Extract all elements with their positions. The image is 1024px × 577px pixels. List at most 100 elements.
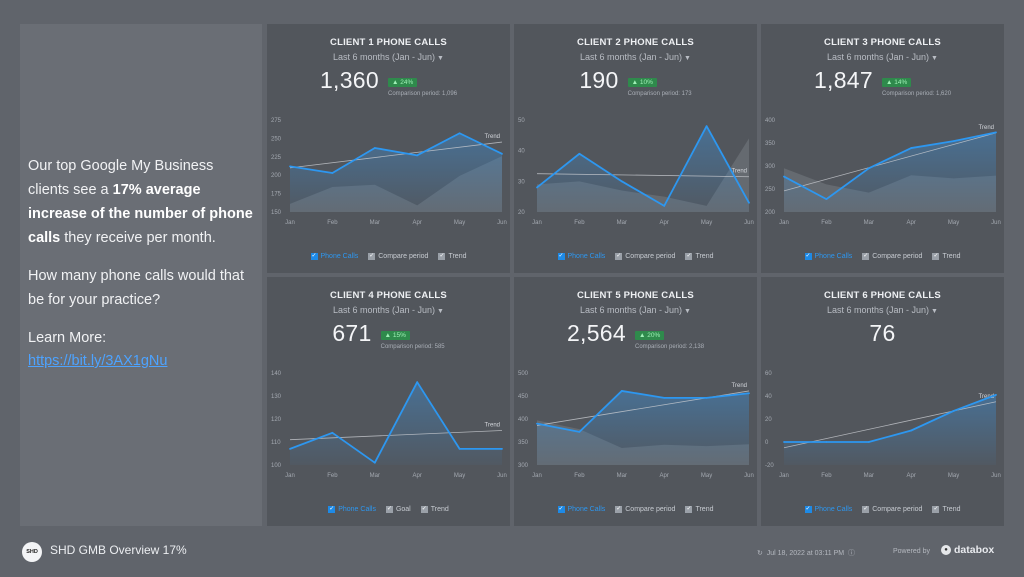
legend-item[interactable]: ✓ Trend <box>420 506 449 513</box>
learn-more-link[interactable]: https://bit.ly/3AX1gNu <box>28 353 168 369</box>
data-point[interactable] <box>501 152 503 155</box>
data-point[interactable] <box>995 393 997 396</box>
dashboard-title[interactable]: SHD GMB Overview 17% <box>50 543 187 557</box>
data-point[interactable] <box>952 140 955 143</box>
period-selector[interactable]: Last 6 months (Jan - Jun) ▼ <box>761 52 1004 62</box>
checkbox-icon[interactable]: ✓ <box>385 506 393 513</box>
data-point[interactable] <box>331 172 334 174</box>
checkbox-icon[interactable]: ✓ <box>932 506 940 513</box>
data-point[interactable] <box>995 131 997 134</box>
period-label: Last 6 months (Jan - Jun) <box>827 52 930 62</box>
legend-item[interactable]: ✓ Phone Calls <box>328 506 376 513</box>
period-selector[interactable]: Last 6 months (Jan - Jun) ▼ <box>514 305 757 315</box>
data-point[interactable] <box>825 198 828 201</box>
period-selector[interactable]: Last 6 months (Jan - Jun) ▼ <box>514 52 757 62</box>
refresh-icon[interactable]: ↻ <box>757 550 763 557</box>
data-point[interactable] <box>416 381 419 384</box>
y-tick-label: 500 <box>518 371 529 377</box>
data-point[interactable] <box>867 167 870 170</box>
data-point[interactable] <box>373 461 376 464</box>
legend-item[interactable]: ✓ Phone Calls <box>557 253 605 260</box>
data-point[interactable] <box>783 175 785 178</box>
checkbox-icon[interactable]: ✓ <box>804 506 812 513</box>
data-point[interactable] <box>867 441 870 443</box>
checkbox-icon[interactable]: ✓ <box>557 506 565 513</box>
databox-brand[interactable]: databox <box>954 544 995 556</box>
legend-item[interactable]: ✓ Compare period <box>862 506 922 513</box>
data-point[interactable] <box>952 410 955 412</box>
legend-item[interactable]: ✓ Trend <box>438 253 466 260</box>
legend-item[interactable]: ✓ Phone Calls <box>557 506 605 513</box>
legend-item[interactable]: ✓ Compare period <box>368 253 428 260</box>
data-point[interactable] <box>748 392 750 395</box>
checkbox-icon[interactable]: ✓ <box>932 253 940 260</box>
legend-item[interactable]: ✓ Phone Calls <box>804 253 853 260</box>
checkbox-icon[interactable]: ✓ <box>862 253 870 260</box>
checkbox-icon[interactable]: ✓ <box>557 253 565 260</box>
x-tick-label: Feb <box>821 220 832 226</box>
data-point[interactable] <box>620 180 623 183</box>
data-point[interactable] <box>536 422 538 425</box>
legend-item[interactable]: ✓ Goal <box>385 506 411 513</box>
legend-label: Phone Calls <box>814 253 853 260</box>
data-point[interactable] <box>663 396 666 399</box>
phone-calls-line <box>289 381 502 464</box>
data-point[interactable] <box>748 201 750 204</box>
checkbox-icon[interactable]: ✓ <box>804 253 812 260</box>
chevron-down-icon: ▼ <box>437 308 444 315</box>
x-tick-label: Mar <box>864 220 874 226</box>
data-point[interactable] <box>578 152 581 155</box>
client-6-card: CLIENT 6 PHONE CALLS Last 6 months (Jan … <box>761 277 1004 526</box>
legend-item[interactable]: ✓ Phone Calls <box>804 506 852 513</box>
checkbox-icon[interactable]: ✓ <box>685 253 693 260</box>
data-point[interactable] <box>705 125 708 128</box>
legend-item[interactable]: ✓ Phone Calls <box>310 253 359 260</box>
data-point[interactable] <box>458 448 461 450</box>
legend-item[interactable]: ✓ Trend <box>932 506 960 513</box>
data-point[interactable] <box>458 132 461 135</box>
checkbox-icon[interactable]: ✓ <box>862 506 870 513</box>
client-5-card: CLIENT 5 PHONE CALLS Last 6 months (Jan … <box>514 277 757 526</box>
x-tick-label: Apr <box>413 473 422 479</box>
checkbox-icon[interactable]: ✓ <box>615 253 623 260</box>
checkbox-icon[interactable]: ✓ <box>615 506 623 513</box>
data-point[interactable] <box>373 147 376 149</box>
period-selector[interactable]: Last 6 months (Jan - Jun) ▼ <box>267 305 510 315</box>
legend-item[interactable]: ✓ Compare period <box>862 253 922 260</box>
period-selector[interactable]: Last 6 months (Jan - Jun) ▼ <box>761 305 1004 315</box>
legend-label: Compare period <box>872 506 923 513</box>
data-point[interactable] <box>910 147 913 149</box>
checkbox-icon[interactable]: ✓ <box>685 506 693 513</box>
data-point[interactable] <box>910 429 913 432</box>
legend-label: Phone Calls <box>320 253 359 260</box>
info-icon[interactable]: ⓘ <box>847 550 855 557</box>
data-point[interactable] <box>331 431 334 434</box>
checkbox-icon[interactable]: ✓ <box>438 253 446 260</box>
checkbox-icon[interactable]: ✓ <box>368 253 376 260</box>
y-tick-label: 225 <box>271 155 282 161</box>
y-tick-label: 400 <box>765 118 776 124</box>
data-point[interactable] <box>416 154 419 157</box>
checkbox-icon[interactable]: ✓ <box>328 506 336 513</box>
data-point[interactable] <box>783 441 785 443</box>
data-point[interactable] <box>663 204 666 207</box>
data-point[interactable] <box>578 430 581 433</box>
x-tick-label: Jan <box>779 220 789 226</box>
data-point[interactable] <box>501 448 503 450</box>
legend-item[interactable]: ✓ Compare period <box>615 506 675 513</box>
checkbox-icon[interactable]: ✓ <box>420 506 428 513</box>
data-point[interactable] <box>620 390 623 392</box>
phone-calls-area <box>537 126 749 212</box>
data-point[interactable] <box>289 165 291 168</box>
data-point[interactable] <box>289 448 291 450</box>
data-point[interactable] <box>825 441 828 443</box>
checkbox-icon[interactable]: ✓ <box>310 253 318 260</box>
data-point[interactable] <box>536 186 538 189</box>
legend-item[interactable]: ✓ Trend <box>685 253 713 260</box>
legend-item[interactable]: ✓ Trend <box>685 506 713 513</box>
period-selector[interactable]: Last 6 months (Jan - Jun) ▼ <box>267 52 510 62</box>
data-point[interactable] <box>705 396 708 399</box>
x-tick-label: May <box>701 473 712 479</box>
legend-item[interactable]: ✓ Compare period <box>615 253 675 260</box>
legend-item[interactable]: ✓ Trend <box>932 253 960 260</box>
